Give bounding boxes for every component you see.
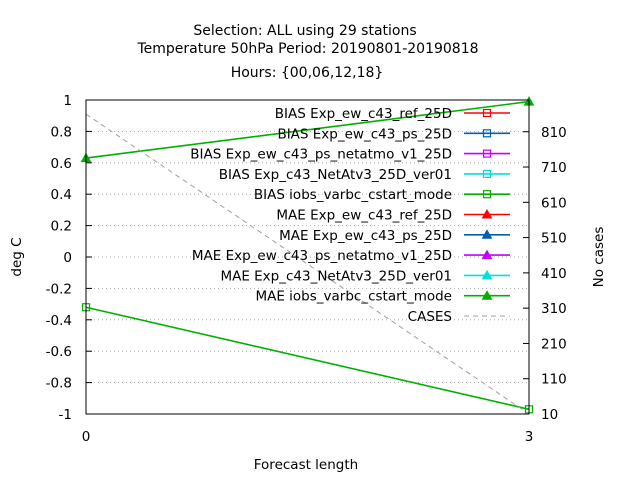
y2-tick-label: 210 [541,336,567,352]
legend-label: BIAS Exp_ew_c43_ps_netatmo_v1_25D [190,147,452,163]
y-axis: 1 0.8 0.6 0.4 0.2 0 -0.2 -0.4 -0.6 -0.8 -1 [46,93,92,423]
x-tick-label: 3 [525,429,534,445]
y2-axis-label: No cases [591,227,607,288]
y2-tick-label: 510 [541,231,567,247]
legend-label: BIAS Exp_c43_NetAtv3_25D_ver01 [219,167,452,183]
x-tick-label: 0 [82,429,91,445]
legend-label: MAE iobs_varbc_cstart_mode [255,289,452,305]
legend-marker [482,108,492,118]
legend-marker [482,129,492,138]
legend-label: MAE Exp_ew_c43_ps_netatmo_v1_25D [192,248,452,264]
chart-title: Selection: ALL using 29 stations Tempera… [136,23,478,81]
y2-tick-label: 810 [541,125,567,141]
y-tick-label: -0.8 [46,376,72,392]
title-line-1: Selection: ALL using 29 stations [193,23,416,39]
legend-marker [481,229,493,239]
y2-tick-label: 310 [541,301,567,317]
y2-tick-label: 710 [541,160,567,176]
legend-marker [481,249,493,260]
y-tick-label: -0.4 [46,313,72,329]
y-tick-label: 0 [63,250,72,266]
legend-label: CASES [408,309,452,325]
y-tick-label: 0.2 [51,219,72,235]
y-axis-label: deg C [9,237,25,276]
y-tick-label: 0.8 [51,124,72,140]
y-tick-label: -1 [59,407,72,423]
y-tick-label: 0.6 [51,156,72,172]
y-tick-label: 0.4 [51,187,72,203]
legend-marker [482,190,492,199]
legend-label: MAE Exp_ew_c43_ref_25D [276,208,452,224]
y2-axis: 810 710 610 510 410 310 210 110 10 [523,125,567,423]
y-tick-label: -0.2 [46,281,72,297]
legend-label: BIAS iobs_varbc_cstart_mode [254,187,452,203]
legend-marker [482,169,492,178]
title-line-3: Hours: {00,06,12,18} [231,65,384,81]
legend-marker [481,269,493,280]
y2-tick-label: 610 [541,195,567,211]
legend: BIAS Exp_ew_c43_ref_25D BIAS Exp_ew_c43_p… [190,106,510,325]
series-line [85,113,530,415]
legend-label: BIAS Exp_ew_c43_ps_25D [277,126,452,142]
legend-marker [481,208,493,219]
series-layer [80,96,535,415]
x-axis-label: Forecast length [254,457,358,473]
y-tick-label: 1 [63,93,72,109]
series-line [85,100,530,159]
y-tick-label: -0.6 [46,344,72,360]
title-line-2: Temperature 50hPa Period: 20190801-20190… [136,41,478,57]
legend-label: MAE Exp_c43_NetAtv3_25D_ver01 [220,268,452,284]
legend-label: BIAS Exp_ew_c43_ref_25D [275,106,452,122]
series-line [85,306,530,411]
y2-tick-label: 410 [541,266,567,282]
legend-marker [482,149,492,158]
y2-tick-label: 10 [541,407,558,423]
legend-label: MAE Exp_ew_c43_ps_25D [279,228,452,244]
legend-marker [481,290,493,300]
y2-tick-label: 110 [541,372,567,388]
